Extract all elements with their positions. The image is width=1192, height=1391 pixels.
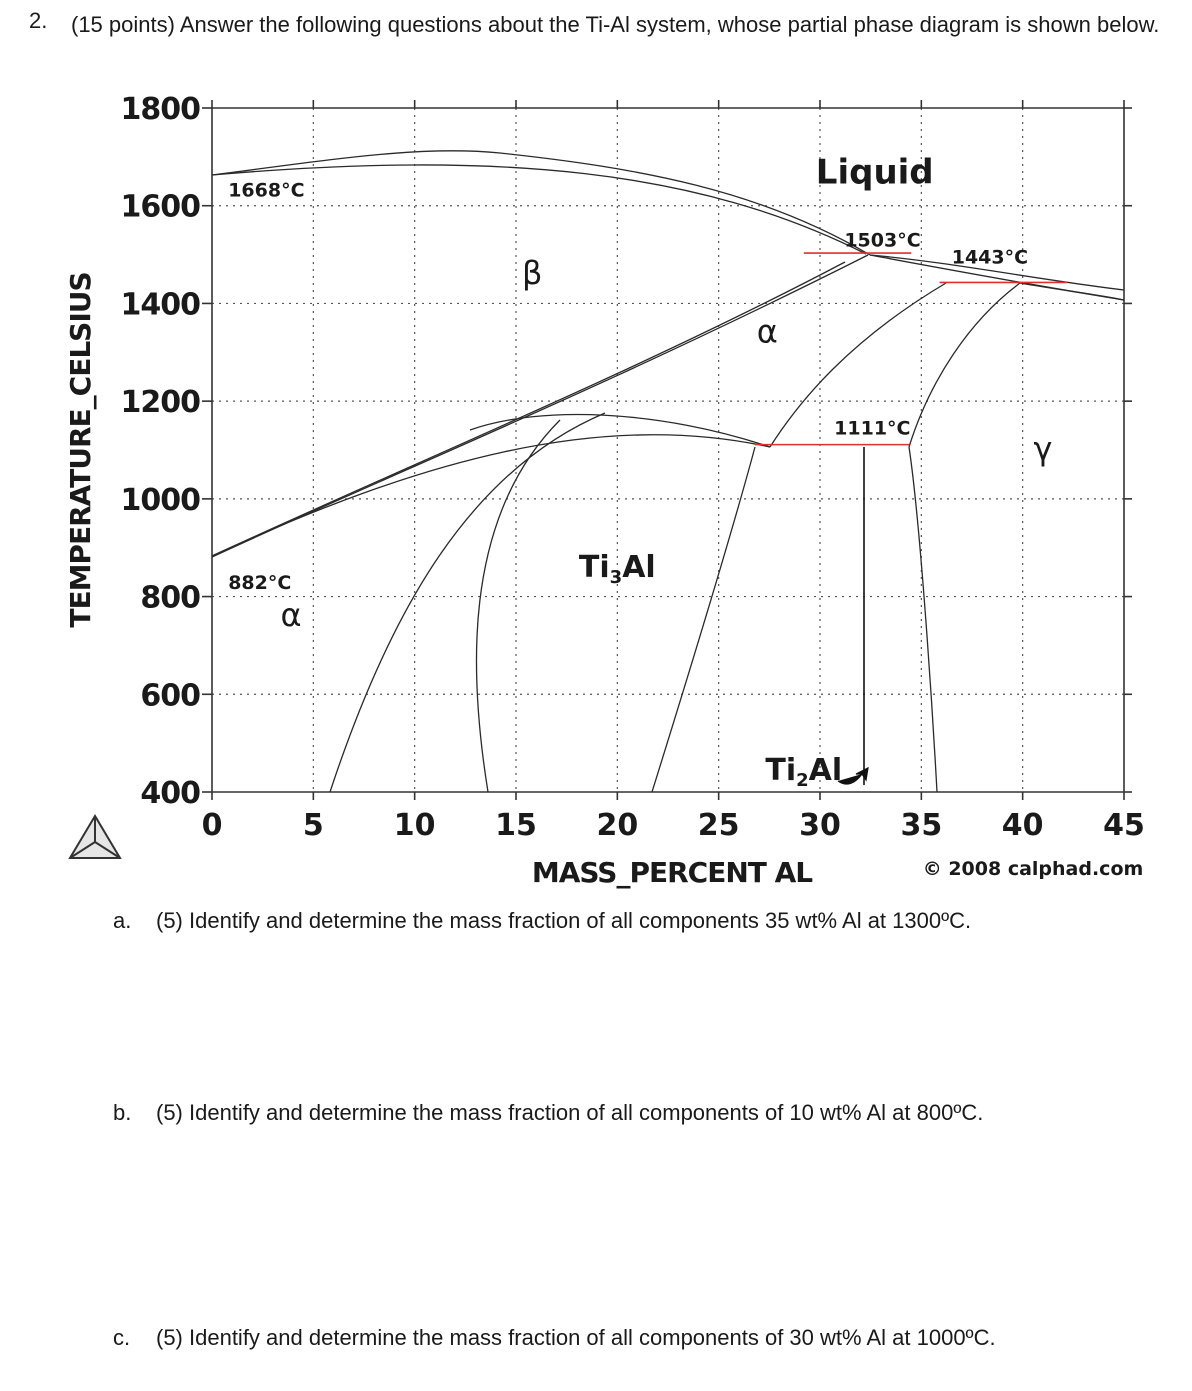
grid [212,108,1124,792]
y-axis-label: TEMPERATURE_CELSIUS [64,272,97,627]
part-c-label: c. [113,1325,131,1350]
y-tick-label: 1000 [121,483,201,518]
alpha-ti3al-boundary-2 [475,419,561,792]
part-b-text: (5) Identify and determine the mass frac… [156,1100,984,1125]
temperature-annotations: 1668°C 1503°C 1443°C 1111°C 882°C [228,179,1028,594]
phase-label: Liquid [816,153,934,193]
x-axis-label: MASS_PERCENT AL [532,856,813,889]
gamma-boundary [908,446,938,792]
calphad-logo-icon [68,814,122,859]
phase-label: β [522,254,542,292]
phase-diagram: 0 5 10 15 20 25 30 35 40 45 1800 1600 1400 1200 1000 8… [64,92,1145,889]
phase-label: Ti3Al [579,550,656,588]
question-number: 2. [29,8,48,33]
phase-label: α [280,596,301,634]
x-tick-labels: 0 5 10 15 20 25 30 35 40 45 [202,808,1145,843]
temperature-annotation: 882°C [228,572,291,594]
beta-alpha-lower [212,434,771,557]
y-tick-label: 800 [140,581,200,616]
part-a: a. (5) Identify and determine the mass fr… [113,908,971,934]
y-tick-label: 1400 [121,287,201,322]
ti2al-line [837,447,869,785]
temperature-annotation: 1668°C [228,179,304,201]
temperature-annotation: 1111°C [834,417,910,439]
x-tick-label: 20 [596,808,638,843]
question-text: (15 points) Answer the following questio… [71,12,1160,37]
y-tick-label: 600 [140,678,200,713]
phase-label: α [757,313,778,351]
x-tick-label: 5 [303,808,324,843]
part-b-label: b. [113,1100,132,1125]
phase-labels: Liquid β α α Ti3Al Ti2Al γ [280,153,1052,791]
axis-ticks [202,100,1132,800]
x-tick-label: 0 [202,808,223,843]
x-tick-label: 40 [1002,808,1044,843]
beta-transus-lower [212,261,846,557]
x-tick-label: 45 [1103,808,1145,843]
temperature-annotation: 1503°C [844,229,920,251]
plot-frame [211,107,1125,793]
y-tick-label: 1200 [121,385,201,420]
x-tick-label: 35 [900,808,942,843]
phase-label: γ [1033,430,1052,468]
x-tick-label: 15 [495,808,537,843]
temperature-annotation: 1443°C [952,246,1028,268]
y-tick-label: 400 [140,776,200,811]
y-tick-label: 1600 [121,190,201,225]
y-tick-label: 1800 [121,92,201,127]
ti3al-boundary-right [651,446,756,792]
arrow-icon [837,766,869,785]
y-tick-labels: 1800 1600 1400 1200 1000 800 600 400 [121,92,202,811]
x-tick-label: 30 [799,808,841,843]
part-c-text: (5) Identify and determine the mass frac… [156,1325,996,1350]
gamma-liquid-right [1019,282,1124,301]
alpha-gamma-left [769,282,947,448]
alpha-gamma-right [908,282,1021,448]
x-tick-label: 10 [394,808,436,843]
invariant-lines [755,252,1068,446]
solidus-beta [212,164,867,255]
part-a-text: (5) Identify and determine the mass frac… [156,908,972,933]
alpha-ti3al-boundary-1 [329,412,606,792]
part-a-label: a. [113,908,132,933]
x-tick-label: 25 [698,808,740,843]
part-b: b. (5) Identify and determine the mass fr… [113,1100,983,1126]
copyright: © 2008 calphad.com [923,858,1144,880]
phase-label: Ti2Al [765,753,842,791]
liquidus-beta [212,150,871,256]
liquidus-right [869,254,1124,291]
ti3al-dome [469,413,771,448]
phase-boundaries [212,150,1124,792]
part-c: c. (5) Identify and determine the mass fr… [113,1325,996,1351]
